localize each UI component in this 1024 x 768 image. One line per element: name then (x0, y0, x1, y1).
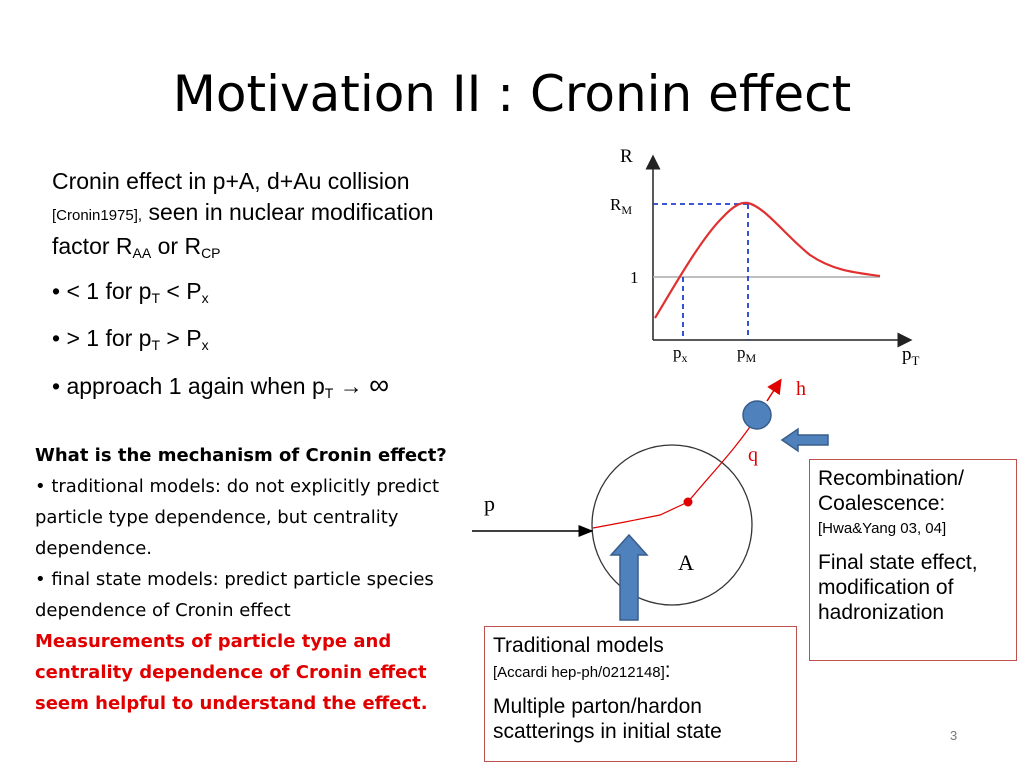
rm-tick-label: RM (610, 195, 632, 217)
mechanism-question: What is the mechanism of Cronin effect? (35, 445, 447, 466)
bullet-sub: x (201, 290, 209, 306)
nucleus-label: A (678, 550, 694, 575)
initial-state-arrow (609, 533, 649, 621)
intro-text: Cronin effect in p+A, d+Au collision [Cr… (52, 166, 572, 262)
hadron-ball (742, 400, 772, 430)
recombination-arrow (780, 427, 829, 453)
quark-label: q (748, 444, 758, 466)
pm-tick-label: pM (737, 343, 757, 365)
bullet-text: • > 1 for p (52, 325, 152, 351)
bullet-above-one: • > 1 for pT > Px (52, 323, 209, 353)
cronin-curve (654, 201, 881, 319)
bullet-below-one: • < 1 for pT < Px (52, 276, 209, 306)
bullet-sub: T (151, 290, 161, 306)
bullet-text: < P (160, 278, 202, 304)
slide-title: Motivation II : Cronin effect (172, 65, 852, 123)
parton-track (592, 501, 689, 529)
recombination-citation: [Hwa&Yang 03, 04] (818, 520, 947, 537)
traditional-citation: [Accardi hep-ph/0212148] (493, 664, 665, 681)
px-tick-label: px (673, 343, 688, 365)
traditional-models-box: Traditional models [Accardi hep-ph/02121… (484, 626, 797, 762)
intro-line2: seen in nuclear modification (142, 199, 434, 225)
intro-citation: [Cronin1975], (52, 207, 143, 224)
bullet-text: > P (160, 325, 202, 351)
bullet-approach-one: • approach 1 again when pT → ∞ (52, 370, 389, 401)
x-axis-label: pT (902, 344, 920, 368)
recombination-description: Final state effect, modification of hadr… (818, 551, 978, 624)
infinity-symbol: ∞ (369, 369, 390, 400)
y-axis-label: R (620, 146, 633, 167)
bullet-sub: x (201, 337, 209, 353)
traditional-description: Multiple parton/hardon scatterings in in… (493, 695, 722, 743)
bullet-sub: T (324, 385, 334, 401)
mechanism-point-traditional: • traditional models: do not explicitly … (35, 476, 440, 559)
recombination-title: Recombination/ Coalescence: (818, 467, 964, 515)
traditional-title: Traditional models (493, 634, 664, 657)
bullet-text: • approach 1 again when p (52, 373, 325, 399)
one-tick-label: 1 (630, 268, 639, 287)
nucleus-circle (591, 444, 753, 606)
hadron-arrow (766, 378, 782, 402)
intro-or: or R (151, 233, 202, 259)
quark-track (687, 417, 757, 503)
mechanism-point-final-state: • final state models: predict particle s… (35, 569, 434, 621)
traditional-colon: : (664, 659, 671, 682)
mechanism-conclusion: Measurements of particle type and centra… (35, 631, 428, 714)
intro-line3: factor R (52, 233, 133, 259)
rcp-subscript: CP (201, 245, 221, 261)
intro-line1: Cronin effect in p+A, d+Au collision (52, 168, 410, 194)
bullet-sub: T (151, 337, 161, 353)
collision-diagram: p A q h (472, 378, 829, 621)
hadron-label: h (796, 378, 806, 400)
cronin-plot: R RM 1 px pM pT (610, 146, 920, 368)
raa-subscript: AA (132, 245, 152, 261)
bullet-text: • < 1 for p (52, 278, 152, 304)
bullet-text: → (333, 373, 370, 399)
page-number: 3 (950, 728, 958, 743)
proton-label: p (484, 491, 495, 516)
mechanism-text: What is the mechanism of Cronin effect? … (35, 440, 465, 719)
recombination-box: Recombination/ Coalescence: [Hwa&Yang 03… (809, 459, 1017, 661)
